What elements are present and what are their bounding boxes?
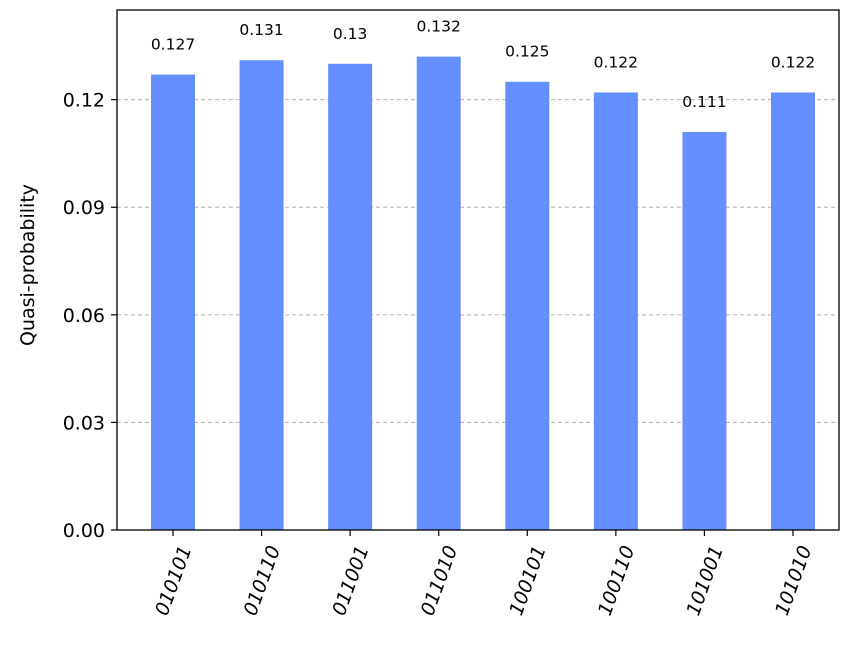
bar-100110 <box>593 92 638 530</box>
x-tick-label-011001: 011001 <box>328 543 373 619</box>
x-tick-label-100110: 100110 <box>594 543 639 619</box>
data-label-101001: 0.111 <box>682 93 726 111</box>
bar-101010 <box>771 92 815 530</box>
data-label-100101: 0.125 <box>505 43 549 61</box>
bar-011001 <box>328 63 373 531</box>
data-label-101010: 0.122 <box>771 53 815 71</box>
data-label-010110: 0.131 <box>239 21 283 39</box>
x-axis-ticks: 010101 010110 011001 011010 100101 100110 1010… <box>151 530 816 619</box>
data-label-011010: 0.132 <box>417 18 461 36</box>
x-tick-label-011010: 011010 <box>417 543 462 619</box>
bars <box>151 56 815 531</box>
data-labels: 0.127 0.131 0.13 0.132 0.125 0.122 0.111 0.122 <box>151 18 815 111</box>
data-label-100110: 0.122 <box>594 53 638 71</box>
x-tick-label-100101: 100101 <box>505 543 550 619</box>
bar-010110 <box>239 60 284 530</box>
y-tick-label: 0.09 <box>63 197 105 219</box>
grid-lines <box>117 99 839 423</box>
x-tick-label-101010: 101010 <box>771 543 816 619</box>
plot-frame <box>116 9 840 531</box>
data-label-010101: 0.127 <box>151 36 195 54</box>
bar-101001 <box>682 131 727 530</box>
data-label-011001: 0.13 <box>333 25 368 43</box>
y-tick-label: 0.12 <box>63 90 105 112</box>
x-tick-label-101001: 101001 <box>682 543 727 619</box>
y-axis-title: Quasi-probability <box>17 184 39 346</box>
y-axis-ticks: 0.00 0.03 0.06 0.09 0.12 <box>63 90 117 542</box>
bar-100101 <box>505 81 550 531</box>
x-tick-label-010101: 010101 <box>151 543 196 619</box>
y-tick-label: 0.06 <box>63 305 105 327</box>
x-tick-label-010110: 010110 <box>240 543 285 619</box>
y-tick-label: 0.00 <box>63 520 105 542</box>
bar-010101 <box>151 74 195 530</box>
y-tick-label: 0.03 <box>63 412 105 434</box>
bar-011010 <box>416 56 461 530</box>
